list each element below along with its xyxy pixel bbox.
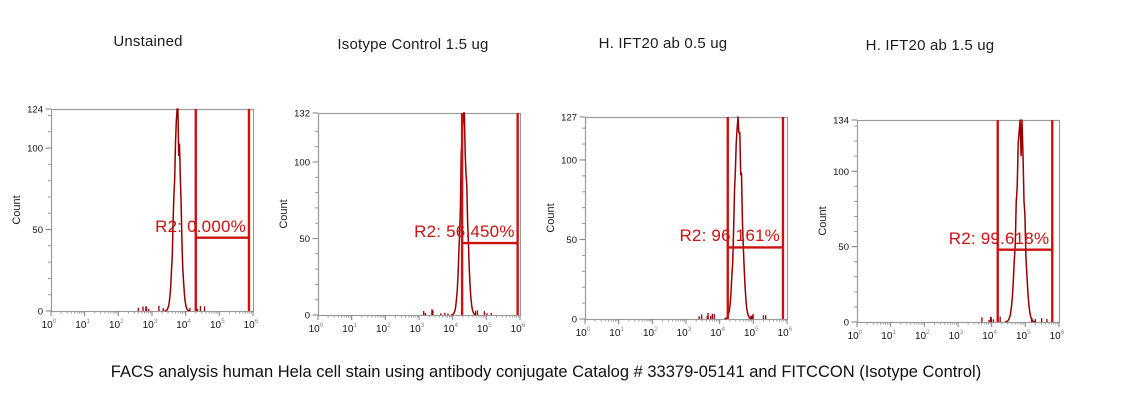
histogram-curve <box>164 108 190 312</box>
y-tick-label: 50 <box>299 234 310 245</box>
x-tick-label: 101 <box>881 329 896 342</box>
x-tick-label: 101 <box>609 326 624 339</box>
y-tick-label: 50 <box>838 242 849 253</box>
x-tick-label: 101 <box>342 322 357 335</box>
y-tick-label: 50 <box>32 225 43 236</box>
x-tick-label: 106 <box>244 318 259 331</box>
x-tick-label: 106 <box>511 322 526 335</box>
y-tick-label: 100 <box>27 144 43 155</box>
y-tick-label: 134 <box>833 116 849 127</box>
y-tick-label: 0 <box>38 307 43 318</box>
x-tick-label: 100 <box>848 329 863 342</box>
y-tick-label: 124 <box>27 105 43 116</box>
y-tick-label: 100 <box>294 157 310 168</box>
x-tick-label: 105 <box>1016 329 1031 342</box>
plot-frame <box>584 116 789 321</box>
panel-plot-1: 0 50 100 132 100 101 102 103 104 105 106 <box>294 109 526 336</box>
x-tick-label: 100 <box>576 326 591 339</box>
panel-plot-3: 0 50 100 134 100 101 102 103 104 105 106 <box>833 116 1065 343</box>
x-tick-label: 103 <box>143 318 158 331</box>
x-tick-label: 103 <box>677 326 692 339</box>
x-tick-label: 102 <box>376 322 391 335</box>
x-tick-label: 106 <box>778 326 793 339</box>
panel-plot-0: 0 50 100 124 100 101 102 103 104 105 106 <box>27 105 259 332</box>
plot-frame <box>856 119 1061 324</box>
x-tick-label: 105 <box>477 322 492 335</box>
y-tick-label: 132 <box>294 109 310 120</box>
y-tick-label: 0 <box>305 311 310 322</box>
x-tick-label: 103 <box>410 322 425 335</box>
x-tick-label: 105 <box>744 326 759 339</box>
x-tick-label: 100 <box>42 318 57 331</box>
x-tick-label: 101 <box>75 318 90 331</box>
figure-caption: FACS analysis human Hela cell stain usin… <box>110 363 982 381</box>
x-tick-label: 106 <box>1050 329 1065 342</box>
plot-frame <box>317 112 522 317</box>
y-tick-label: 100 <box>561 155 577 166</box>
histogram-curve <box>1004 119 1036 323</box>
gate-lines <box>194 109 251 311</box>
x-tick-label: 104 <box>443 322 458 335</box>
y-tick-label: 127 <box>561 113 577 124</box>
x-tick-label: 105 <box>210 318 225 331</box>
plot-frame <box>50 108 255 313</box>
gate-lines <box>726 117 785 319</box>
x-tick-label: 102 <box>915 329 930 342</box>
y-tick-label: 0 <box>844 318 849 329</box>
y-tick-label: 50 <box>566 235 577 246</box>
y-tick-label: 100 <box>833 167 849 178</box>
x-tick-label: 104 <box>982 329 997 342</box>
x-tick-label: 100 <box>309 322 324 335</box>
x-tick-label: 103 <box>949 329 964 342</box>
gate-lines <box>460 113 519 315</box>
x-tick-label: 102 <box>109 318 124 331</box>
panel-plot-2: 0 50 100 127 100 101 102 103 104 105 106 <box>561 113 793 340</box>
x-tick-label: 104 <box>176 318 191 331</box>
x-tick-label: 104 <box>710 326 725 339</box>
gate-lines <box>996 120 1054 322</box>
histogram-curve <box>450 112 477 316</box>
x-tick-label: 102 <box>643 326 658 339</box>
y-tick-label: 0 <box>572 315 577 326</box>
